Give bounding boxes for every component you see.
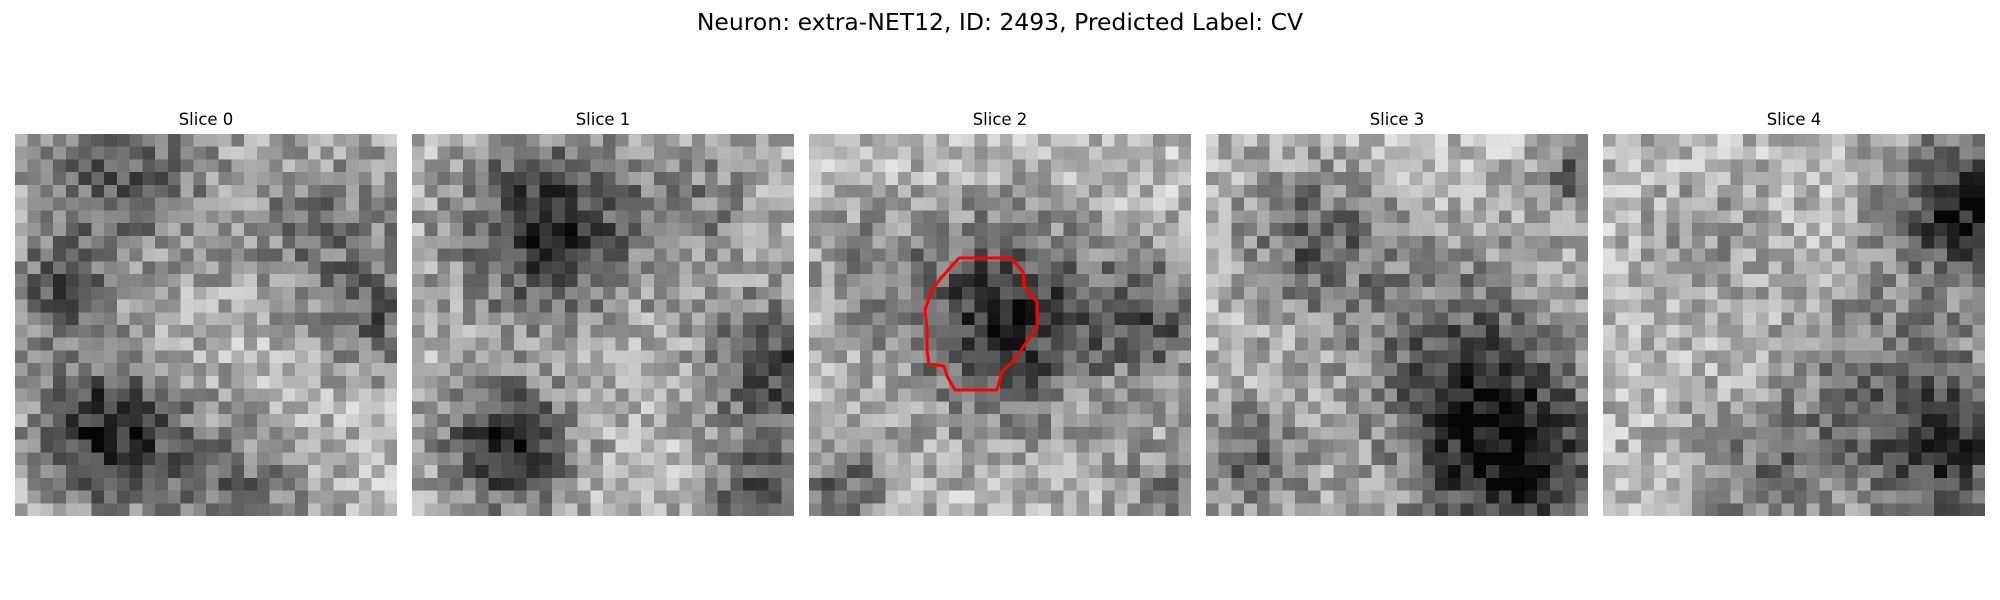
slice-image — [412, 134, 794, 516]
slice-image — [809, 134, 1191, 516]
slice-image — [1603, 134, 1985, 516]
slice-title: Slice 1 — [575, 110, 631, 129]
figure-title: Neuron: extra-NET12, ID: 2493, Predicted… — [696, 8, 1304, 36]
slice-image — [15, 134, 397, 516]
slice-image — [1206, 134, 1588, 516]
slice-title: Slice 4 — [1766, 110, 1822, 129]
slice-title: Slice 0 — [178, 110, 234, 129]
slice-title: Slice 2 — [972, 110, 1028, 129]
slice-title: Slice 3 — [1369, 110, 1425, 129]
